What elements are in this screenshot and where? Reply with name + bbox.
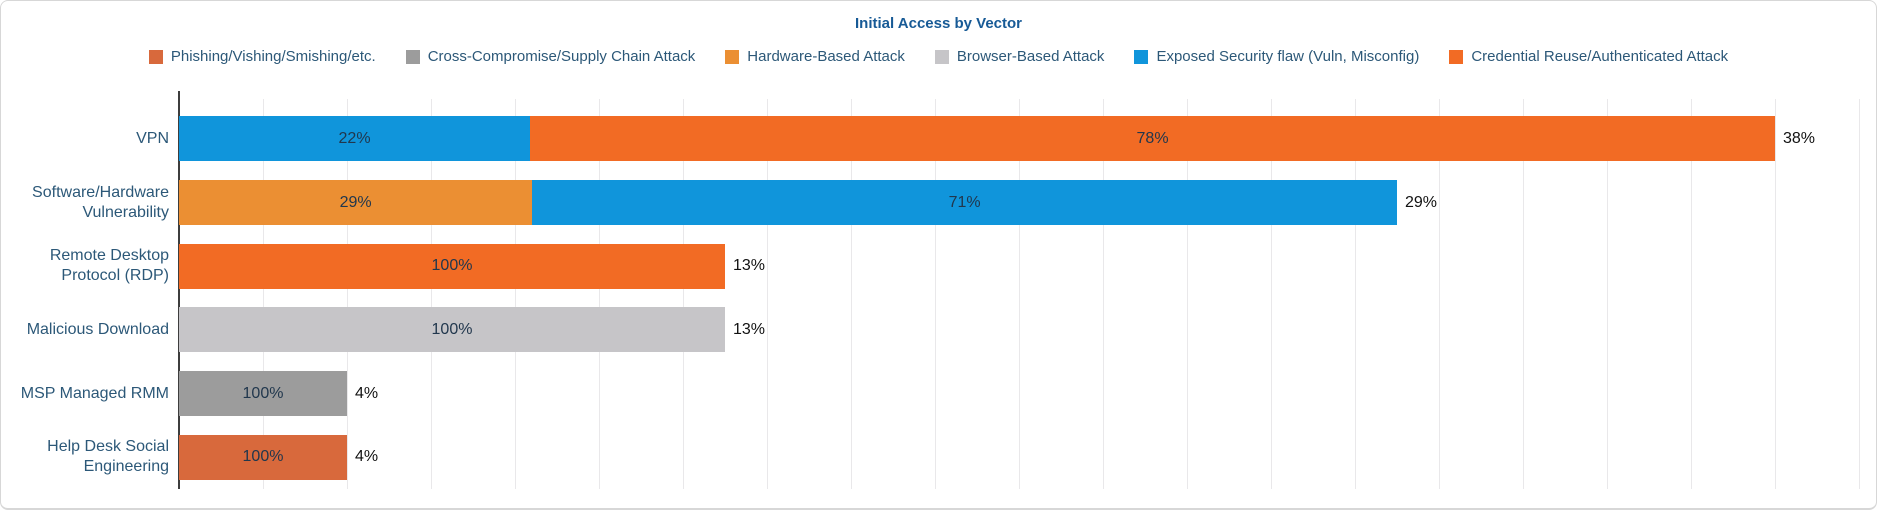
legend-swatch-icon: [148, 49, 163, 64]
segment-value-label: 100%: [431, 257, 473, 275]
legend-item[interactable]: Hardware-Based Attack: [725, 48, 905, 65]
bar-segment[interactable]: 22%: [179, 116, 531, 162]
category-label: Software/Hardware Vulnerability: [32, 183, 169, 221]
stacked-bar: 29% 71%: [179, 180, 1397, 225]
gridline: [1103, 99, 1104, 489]
stacked-bar: 100%: [179, 307, 725, 353]
chart-row: VPN 22% 78% 38%: [136, 107, 1859, 171]
legend-label: Browser-Based Attack: [956, 48, 1105, 65]
category-label: Help Desk Social Engineering: [47, 438, 169, 476]
chart-row: Remote Desktop Protocol (RDP) 100% 13%: [50, 234, 1859, 298]
category-label: VPN: [136, 129, 169, 147]
gridline: [1775, 99, 1776, 489]
gridline: [1187, 99, 1188, 489]
bar-segment[interactable]: 78%: [530, 116, 1775, 162]
bar-total-label: 13%: [733, 257, 766, 275]
gridline: [515, 99, 516, 489]
bar-track: 29% 71% 29%: [179, 180, 1859, 225]
gridline: [1607, 99, 1608, 489]
gridline: [767, 99, 768, 489]
segment-value-label: 22%: [338, 129, 371, 147]
segment-value-label: 100%: [242, 384, 284, 402]
legend-item[interactable]: Exposed Security flaw (Vuln, Misconfig): [1134, 48, 1419, 65]
y-axis-line: [178, 91, 180, 489]
stacked-bar: 100%: [179, 434, 347, 480]
gridline: [935, 99, 936, 489]
bar-track: 22% 78% 38%: [179, 116, 1859, 162]
legend-label: Credential Reuse/Authenticated Attack: [1471, 48, 1729, 65]
bar-segment[interactable]: 71%: [532, 180, 1397, 225]
legend-label: Hardware-Based Attack: [747, 48, 905, 65]
bar-track: 100% 4%: [179, 434, 1859, 480]
bar-segment[interactable]: 100%: [179, 371, 347, 417]
gridline: [431, 99, 432, 489]
chart-rows: VPN 22% 78% 38% Software/Hardware Vulnerabil…: [21, 99, 1859, 489]
gridlines: [179, 99, 1860, 489]
category-label: Remote Desktop Protocol (RDP): [49, 247, 169, 285]
chart-row: Help Desk Social Engineering 100% 4%: [47, 425, 1859, 489]
chart-row: Software/Hardware Vulnerability 29% 71% 29%: [32, 171, 1859, 235]
segment-value-label: 100%: [242, 448, 284, 466]
gridline: [1523, 99, 1524, 489]
segment-value-label: 100%: [431, 320, 473, 338]
bar-track: 100% 13%: [179, 243, 1859, 289]
segment-value-label: 78%: [1136, 129, 1169, 147]
bar-total-label: 4%: [355, 384, 379, 402]
gridline: [1439, 99, 1440, 489]
gridline: [1859, 99, 1860, 489]
bar-total-label: 29%: [1405, 193, 1438, 211]
legend-item[interactable]: Phishing/Vishing/Smishing/etc.: [148, 48, 376, 65]
bar-track: 100% 4%: [179, 371, 1859, 417]
legend-item[interactable]: Cross-Compromise/Supply Chain Attack: [405, 48, 696, 65]
bar-segment[interactable]: 100%: [179, 307, 725, 353]
chart-row: Malicious Download 100% 13%: [27, 298, 1859, 362]
legend-swatch-icon: [725, 49, 740, 64]
gridline: [347, 99, 348, 489]
legend-swatch-icon: [1134, 49, 1149, 64]
bar-total-label: 4%: [355, 448, 379, 466]
gridline: [1355, 99, 1356, 489]
stacked-bar: 22% 78%: [179, 116, 1775, 162]
bar-segment[interactable]: 100%: [179, 243, 725, 289]
legend-swatch-icon: [1449, 49, 1464, 64]
category-label: MSP Managed RMM: [20, 384, 169, 402]
gridline: [1019, 99, 1020, 489]
gridline: [851, 99, 852, 489]
legend-label: Cross-Compromise/Supply Chain Attack: [427, 48, 696, 65]
legend-label: Exposed Security flaw (Vuln, Misconfig): [1156, 48, 1420, 65]
stacked-bar: 100%: [179, 371, 347, 417]
bar-total-label: 38%: [1783, 129, 1816, 147]
bar-total-label: 13%: [733, 320, 766, 338]
segment-value-label: 71%: [948, 193, 981, 211]
stacked-bar: 100%: [179, 243, 725, 289]
bar-track: 100% 13%: [179, 307, 1859, 353]
bar-segment[interactable]: 29%: [179, 180, 533, 225]
gridline: [1271, 99, 1272, 489]
legend-item[interactable]: Credential Reuse/Authenticated Attack: [1449, 48, 1728, 65]
gridline: [1691, 99, 1692, 489]
category-label: Malicious Download: [26, 320, 169, 338]
gridline: [263, 99, 264, 489]
gridline: [683, 99, 684, 489]
legend-swatch-icon: [405, 49, 420, 64]
legend: Phishing/Vishing/Smishing/etc. Cross-Comp…: [1, 48, 1876, 65]
plot-area: VPN 22% 78% 38% Software/Hardware Vulnerabil…: [21, 91, 1860, 489]
bar-segment[interactable]: 100%: [179, 434, 347, 480]
legend-item[interactable]: Browser-Based Attack: [934, 48, 1105, 65]
gridline: [599, 99, 600, 489]
legend-label: Phishing/Vishing/Smishing/etc.: [170, 48, 376, 65]
chart-row: MSP Managed RMM 100% 4%: [21, 362, 1859, 426]
legend-swatch-icon: [934, 49, 949, 64]
segment-value-label: 29%: [339, 193, 372, 211]
chart-title: Initial Access by Vector: [854, 15, 1023, 32]
